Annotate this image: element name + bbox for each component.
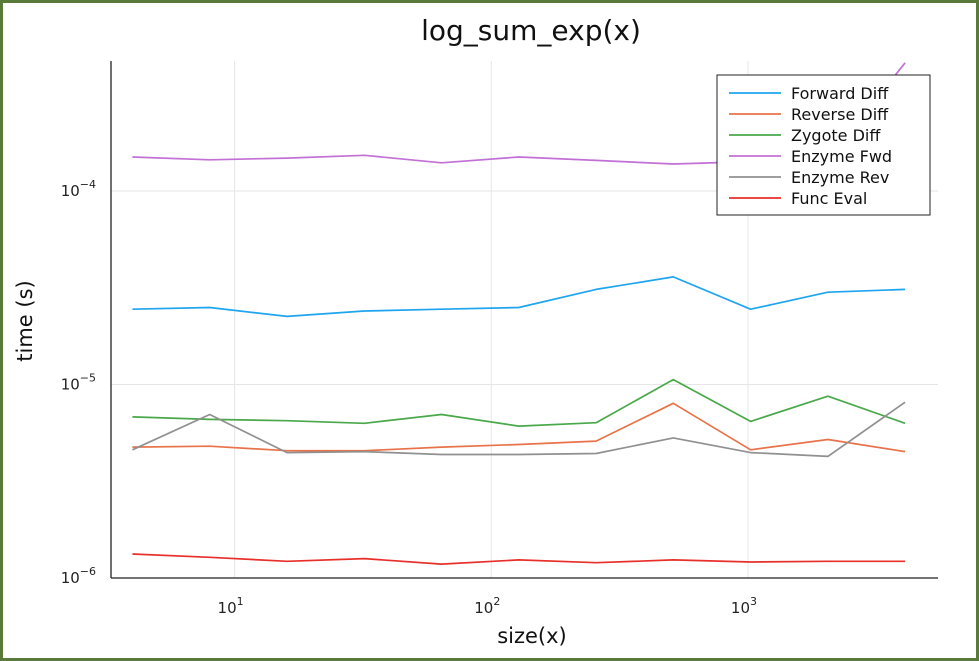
legend: Forward Diff Reverse Diff Zygote Diff Enzym… bbox=[716, 74, 931, 216]
series-lines bbox=[132, 62, 906, 565]
y-tick-labels: 10−6 10−5 10−4 bbox=[61, 178, 96, 587]
series-line-4 bbox=[132, 401, 906, 458]
x-axis-label: size(x) bbox=[497, 624, 567, 648]
y-tick-label: 10−4 bbox=[61, 178, 96, 200]
series-line-5 bbox=[132, 553, 906, 565]
legend-label: Forward Diff bbox=[791, 84, 889, 103]
x-tick-label: 103 bbox=[731, 595, 757, 617]
x-tick-label: 102 bbox=[474, 595, 500, 617]
series-line-2 bbox=[132, 378, 906, 427]
legend-box bbox=[716, 74, 931, 216]
y-axis-label: time (s) bbox=[13, 280, 37, 361]
legend-label: Enzyme Fwd bbox=[791, 147, 892, 166]
legend-label: Reverse Diff bbox=[791, 105, 889, 124]
legend-label: Enzyme Rev bbox=[791, 168, 889, 187]
legend-label: Func Eval bbox=[791, 189, 867, 208]
chart-title: log_sum_exp(x) bbox=[421, 14, 641, 47]
axes bbox=[110, 61, 938, 579]
y-tick-label: 10−6 bbox=[61, 565, 96, 587]
line-chart: log_sum_exp(x) 101 102 103 10−6 10−5 10−4 si… bbox=[13, 14, 938, 648]
series-line-0 bbox=[132, 276, 906, 318]
y-tick-label: 10−5 bbox=[61, 372, 96, 394]
x-tick-labels: 101 102 103 bbox=[218, 595, 757, 617]
legend-label: Zygote Diff bbox=[791, 126, 881, 145]
series-line-1 bbox=[132, 402, 906, 453]
x-tick-label: 101 bbox=[218, 595, 244, 617]
